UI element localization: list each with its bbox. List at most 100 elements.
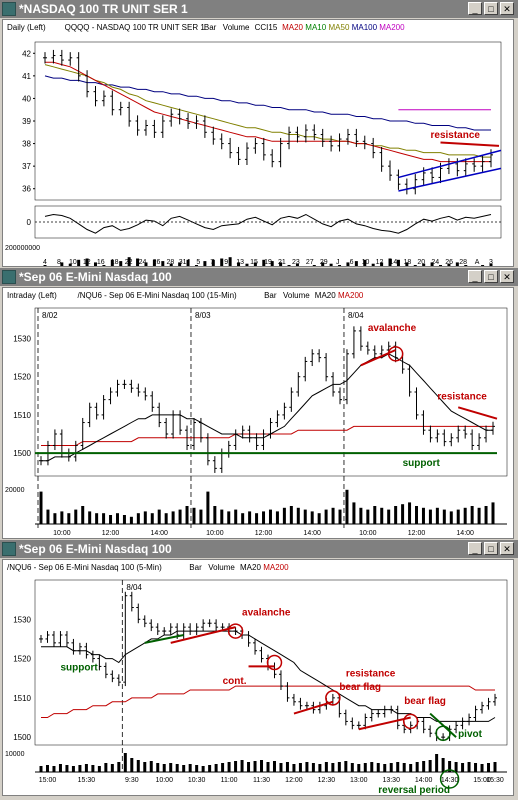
support-label: support xyxy=(60,662,98,673)
volume-bar xyxy=(331,763,335,772)
x-tick-label: 12 xyxy=(376,259,384,266)
maximize-button[interactable]: □ xyxy=(484,542,498,555)
volume-bar xyxy=(331,507,335,524)
volume-bar xyxy=(58,764,62,772)
volume-bar xyxy=(470,506,474,524)
volume-bar xyxy=(350,763,354,772)
volume-bar xyxy=(123,753,127,772)
close-button[interactable]: ✕ xyxy=(500,2,514,15)
maximize-button[interactable]: □ xyxy=(484,2,498,15)
window-title: *NASDAQ 100 TR UNIT SER 1 xyxy=(19,2,188,16)
volume-bar xyxy=(441,758,445,772)
resistance-line xyxy=(440,141,500,147)
volume-bar xyxy=(129,516,133,524)
volume-bar xyxy=(245,263,249,278)
x-tick-label: 14:00 xyxy=(303,530,321,537)
volume-bar xyxy=(192,507,196,524)
x-tick-label: 23 xyxy=(292,259,300,266)
avalanche-trendline xyxy=(170,626,236,644)
volume-bar xyxy=(311,763,315,772)
x-tick-label: 15 xyxy=(250,259,258,266)
volume-bar xyxy=(161,261,165,278)
volume-bar xyxy=(71,766,75,772)
chart-panel[interactable]: /NQU6 - Sep 06 E-Mini Nasdaq 100 (5-Min)… xyxy=(2,559,514,796)
volume-bar xyxy=(136,513,140,524)
daily-chart[interactable]: Daily (Left) QQQQ - NASDAQ 100 TR UNIT SE… xyxy=(3,20,513,279)
chart-panel[interactable]: Intraday (Left) /NQU6 - Sep 06 E-Mini Nas… xyxy=(2,287,514,539)
volume-bar xyxy=(188,764,192,772)
x-tick-label: 13:30 xyxy=(382,777,400,784)
x-tick-label: 10 xyxy=(362,259,370,266)
price-panel-frame xyxy=(34,579,508,746)
header-item: MA10 xyxy=(305,23,326,32)
volume-bar xyxy=(206,491,210,524)
volume-bar xyxy=(253,761,257,772)
avalanche-trendline xyxy=(360,349,397,367)
y-tick-label: 1500 xyxy=(13,449,31,458)
volume-bar xyxy=(467,762,471,772)
minimize-button[interactable]: _ xyxy=(468,2,482,15)
volume-bar xyxy=(268,509,272,524)
volume-bar xyxy=(402,763,406,772)
volume-bar xyxy=(310,511,314,524)
volume-bar xyxy=(220,258,224,278)
header-item: Volume xyxy=(208,563,235,572)
ma20-line xyxy=(41,630,496,722)
volume-bar xyxy=(396,762,400,772)
volume-bar xyxy=(46,509,50,524)
y-tick-label: 37 xyxy=(22,162,31,171)
volume-bar xyxy=(169,763,173,772)
window-titlebar[interactable]: *NASDAQ 100 TR UNIT SER 1 _ □ ✕ xyxy=(0,0,518,18)
volume-bar xyxy=(81,506,85,524)
minimize-button[interactable]: _ xyxy=(468,542,482,555)
volume-bar xyxy=(185,506,189,524)
x-tick-label: 14 xyxy=(390,259,398,266)
volume-bar xyxy=(213,506,217,524)
volume-bar xyxy=(354,261,358,278)
session-date-label: 8/04 xyxy=(126,583,142,592)
y-tick-label: 38 xyxy=(22,140,31,149)
reversal-circle xyxy=(439,769,460,789)
volume-bar xyxy=(439,265,443,278)
header-item: Bar xyxy=(204,23,217,32)
bear-flag-label: bear flag xyxy=(339,682,381,693)
close-button[interactable]: ✕ xyxy=(500,270,514,283)
intraday-5min-chart[interactable]: /NQU6 - Sep 06 E-Mini Nasdaq 100 (5-Min)… xyxy=(3,560,513,796)
window-titlebar[interactable]: *Sep 06 E-Mini Nasdaq 100 _ □ ✕ xyxy=(0,540,518,558)
x-tick-label: 12:00 xyxy=(408,530,426,537)
window-5min: *Sep 06 E-Mini Nasdaq 100 _ □ ✕ /NQU6 - … xyxy=(0,540,518,797)
volume-bar xyxy=(352,502,356,524)
window-15min: *Sep 06 E-Mini Nasdaq 100 _ □ ✕ Intraday… xyxy=(0,268,518,540)
minimize-button[interactable]: _ xyxy=(468,270,482,283)
x-tick-label: 26 xyxy=(445,259,453,266)
y-tick-label: 40 xyxy=(22,94,31,103)
volume-bar xyxy=(221,763,225,772)
lower-trendline xyxy=(398,167,502,192)
maximize-button[interactable]: □ xyxy=(484,270,498,283)
volume-bar xyxy=(199,509,203,524)
intraday-15min-chart[interactable]: Intraday (Left) /NQU6 - Sep 06 E-Mini Nas… xyxy=(3,288,513,538)
close-button[interactable]: ✕ xyxy=(500,542,514,555)
volume-bar xyxy=(303,509,307,524)
volume-bar xyxy=(428,760,432,772)
volume-bar xyxy=(228,257,232,278)
x-tick-label: 15:30 xyxy=(486,777,504,784)
chart-panel[interactable]: Daily (Left) QQQQ - NASDAQ 100 TR UNIT SE… xyxy=(2,19,514,279)
x-tick-label: 12:30 xyxy=(318,777,336,784)
volume-bar xyxy=(102,513,106,524)
x-tick-label: 10:00 xyxy=(53,530,71,537)
x-tick-label: 12:00 xyxy=(102,530,120,537)
price-panel-frame xyxy=(34,41,502,201)
window-title: *Sep 06 E-Mini Nasdaq 100 xyxy=(19,270,172,284)
x-tick-label: 21 xyxy=(278,259,286,266)
volume-bar xyxy=(143,511,147,524)
x-tick-label: 11:00 xyxy=(221,777,238,784)
volume-bar xyxy=(234,509,238,524)
volume-bar xyxy=(97,766,101,772)
volume-bar xyxy=(449,511,453,524)
window-titlebar[interactable]: *Sep 06 E-Mini Nasdaq 100 _ □ ✕ xyxy=(0,268,518,286)
x-tick-label: 18 xyxy=(403,259,411,266)
header-item: Volume xyxy=(283,291,310,300)
volume-bar xyxy=(45,765,49,772)
x-tick-label: 10:30 xyxy=(188,777,206,784)
